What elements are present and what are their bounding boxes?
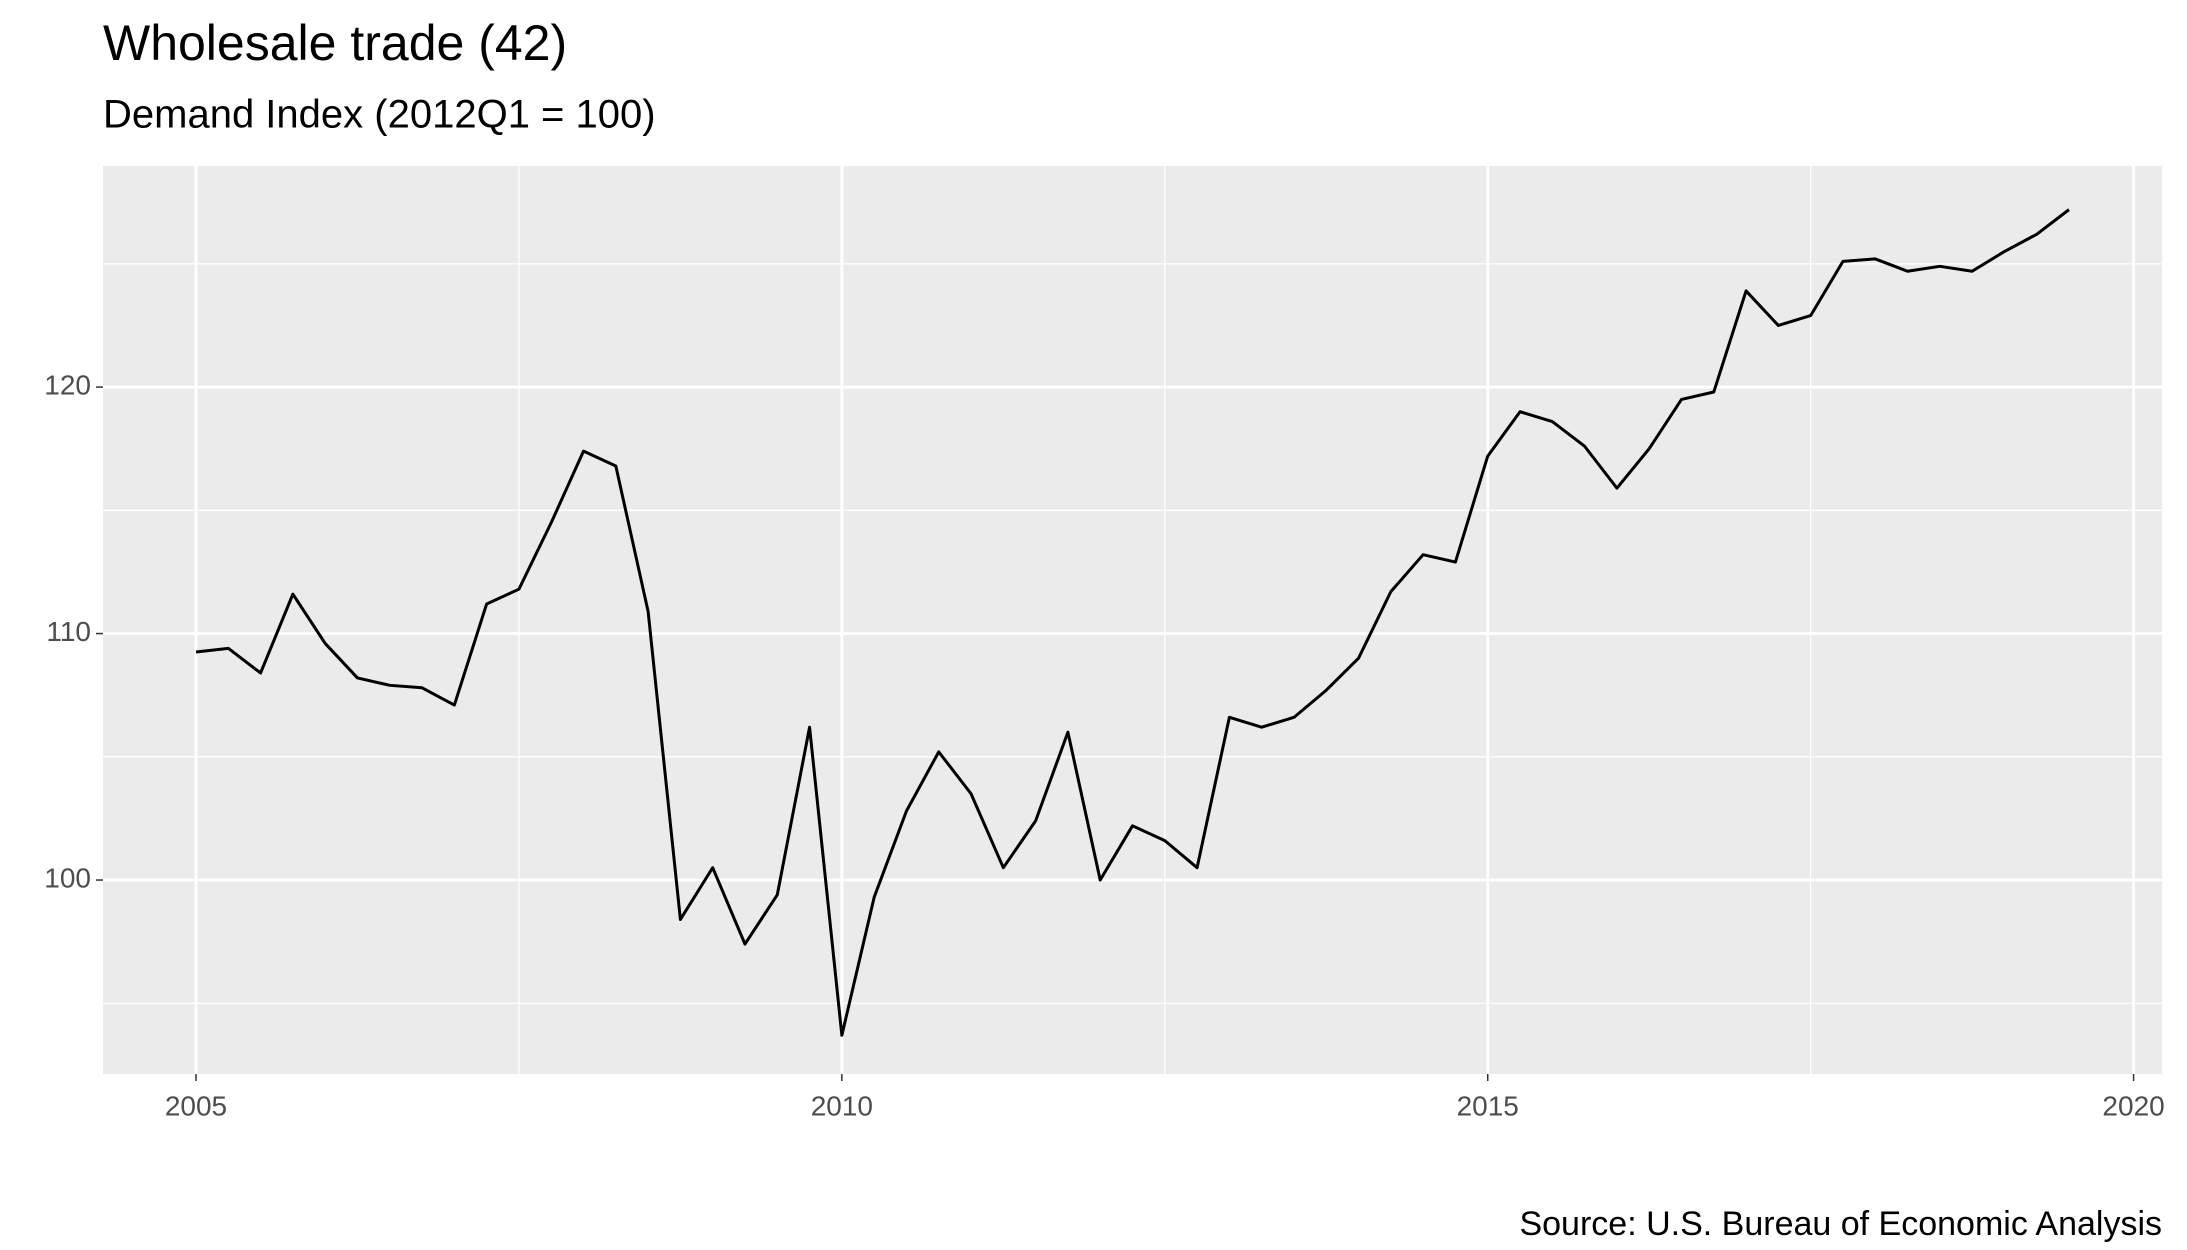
y-tick-label: 100 bbox=[44, 862, 91, 893]
y-tick-label: 120 bbox=[44, 369, 91, 400]
y-tick-label: 110 bbox=[46, 616, 91, 647]
chart-title: Wholesale trade (42) bbox=[103, 15, 567, 71]
x-tick-label: 2020 bbox=[2102, 1090, 2164, 1121]
panel bbox=[103, 166, 2162, 1074]
chart-subtitle: Demand Index (2012Q1 = 100) bbox=[103, 93, 656, 137]
caption: Source: U.S. Bureau of Economic Analysis bbox=[1519, 1205, 2162, 1243]
x-tick-label: 2015 bbox=[1457, 1090, 1519, 1121]
x-tick-label: 2005 bbox=[165, 1090, 227, 1121]
x-tick-label: 2010 bbox=[811, 1090, 873, 1121]
line bbox=[195, 208, 2070, 1037]
